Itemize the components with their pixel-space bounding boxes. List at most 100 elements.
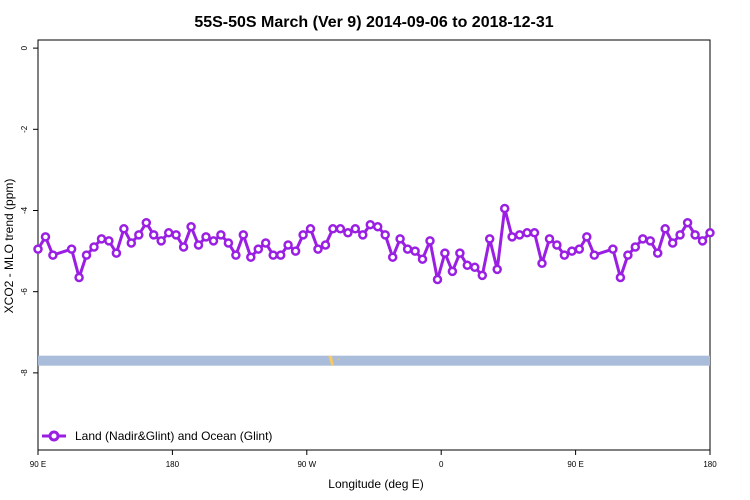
data-point [417, 254, 428, 264]
data-point [186, 221, 196, 232]
x-tick-label: 180 [703, 460, 717, 469]
data-point [320, 240, 331, 250]
data-point [171, 230, 181, 240]
data-point [432, 274, 443, 285]
data-point [402, 244, 413, 254]
data-point [96, 234, 107, 244]
x-axis: 90 E 180 90 W 0 90 E 180 [30, 450, 717, 469]
legend-label: Land (Nadir&Glint) and Ocean (Glint) [75, 429, 272, 443]
data-point [119, 224, 129, 234]
land-patch [328, 355, 335, 366]
x-tick-label: 0 [439, 460, 444, 469]
legend-marker [48, 430, 60, 442]
data-point [559, 250, 570, 260]
x-tick-label: 90 E [30, 460, 46, 469]
data-point [208, 236, 219, 246]
x-tick-label: 90 W [297, 460, 316, 469]
y-tick-label: 0 [20, 45, 29, 50]
data-point [126, 238, 137, 248]
data-point [81, 250, 92, 260]
data-point [268, 250, 278, 260]
y-tick-label: -2 [20, 125, 29, 133]
data-point [260, 238, 271, 248]
plot-frame [37, 39, 711, 451]
map-band [38, 355, 710, 366]
data-point [216, 230, 226, 240]
data-point [638, 234, 648, 244]
data-point [48, 250, 58, 260]
data-point [455, 248, 465, 258]
data-point [358, 230, 368, 240]
data-point [156, 236, 166, 246]
x-axis-label: Longitude (deg E) [328, 477, 423, 491]
data-point [675, 230, 685, 240]
data-point [652, 248, 663, 258]
data-point [387, 252, 398, 262]
data-point [343, 228, 353, 238]
data-point [380, 230, 390, 240]
x-tick-label: 180 [166, 460, 180, 469]
data-point [608, 244, 618, 254]
data-point [682, 217, 693, 228]
data-point [615, 272, 626, 283]
land-patch [337, 358, 340, 360]
y-tick-label: -4 [20, 206, 29, 214]
data-point [447, 266, 458, 277]
ocean-band [38, 355, 710, 366]
data-point [74, 272, 84, 283]
data-point [365, 219, 376, 230]
data-point [148, 230, 159, 240]
data-point [290, 246, 301, 256]
data-point [410, 246, 420, 256]
y-tick-label: -6 [20, 288, 29, 296]
data-point [623, 250, 633, 260]
data-point [372, 221, 383, 232]
data-point [697, 236, 708, 246]
data-point [462, 260, 473, 271]
data-point [335, 224, 346, 234]
data-point [283, 240, 293, 250]
data-point [440, 248, 450, 258]
data-point [246, 252, 256, 262]
data-point [589, 250, 600, 260]
data-point [645, 236, 656, 246]
data-point [66, 244, 77, 254]
data-point [238, 230, 249, 240]
data-point [298, 230, 308, 240]
data-point [660, 224, 670, 234]
data-point [537, 258, 547, 269]
data-point [104, 236, 114, 246]
data-point [582, 232, 592, 242]
data-point [470, 262, 480, 273]
data-point [350, 224, 361, 234]
x-tick-label: 90 E [567, 460, 583, 469]
data-point [305, 224, 316, 234]
data-point [522, 228, 532, 238]
data-point [141, 217, 152, 228]
data-point [328, 224, 338, 234]
data-point [667, 238, 678, 248]
data-point [705, 228, 715, 238]
data-point [275, 250, 286, 260]
data-point [395, 234, 405, 244]
data-point [223, 238, 234, 248]
data-point [89, 242, 99, 252]
data-point [499, 203, 510, 214]
data-point [529, 228, 540, 238]
data-point [477, 270, 488, 281]
y-axis: 0 -2 -4 -6 -8 [20, 45, 38, 376]
data-point [690, 230, 700, 240]
data-point [201, 232, 211, 242]
data-point [544, 234, 555, 244]
series-line [36, 207, 712, 281]
legend: Land (Nadir&Glint) and Ocean (Glint) [42, 429, 272, 443]
data-point [630, 242, 641, 252]
series-layer [33, 203, 715, 285]
data-point [425, 236, 435, 246]
data-point [193, 240, 204, 250]
data-point [231, 250, 241, 260]
data-point [40, 232, 51, 242]
data-point [253, 244, 264, 254]
